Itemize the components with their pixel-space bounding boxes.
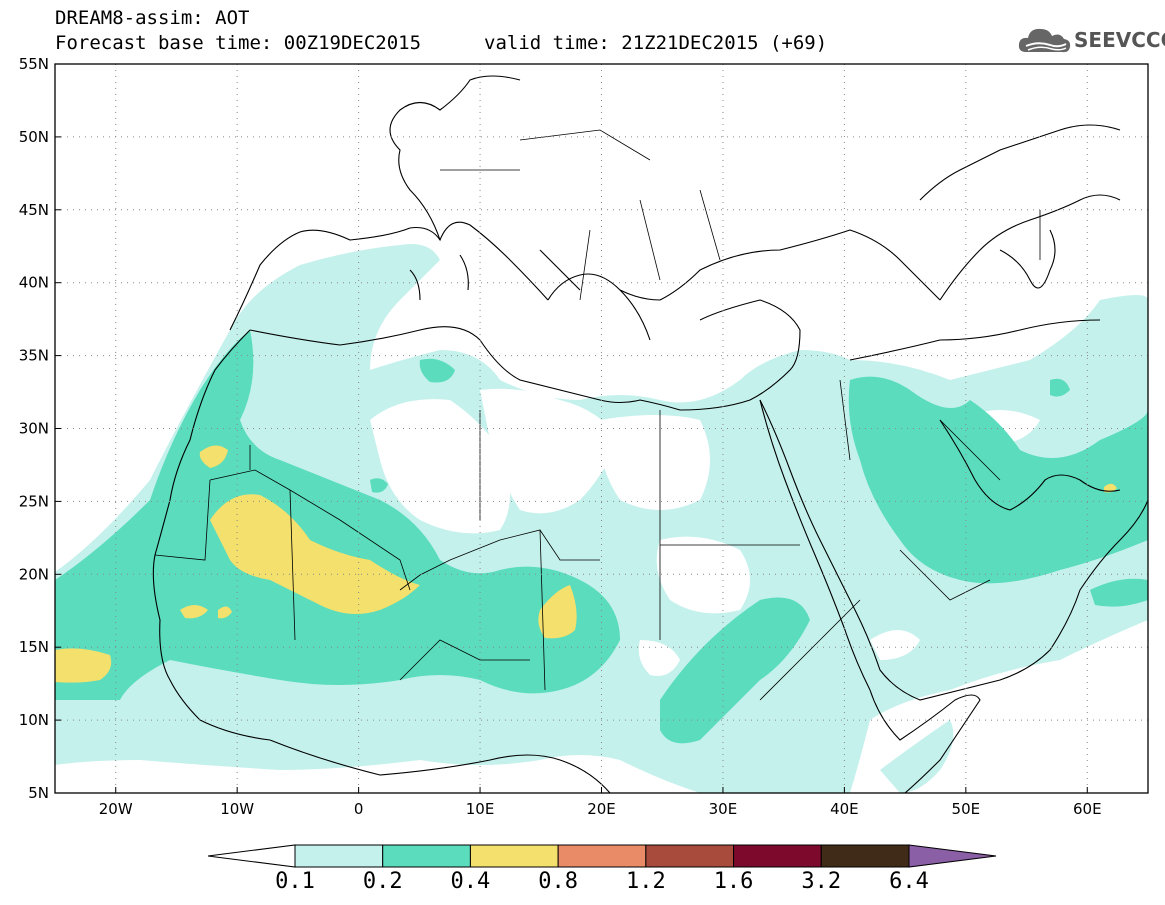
lat-label: 45N (19, 201, 49, 219)
colorbar-label: 0.8 (538, 869, 579, 894)
lat-label: 55N (19, 55, 49, 73)
colorbar-over-triangle (908, 844, 997, 868)
colorbar (207, 844, 997, 868)
colorbar-label: 3.2 (801, 869, 842, 894)
colorbar-segment (294, 844, 384, 868)
colorbar-segment (557, 844, 647, 868)
lat-label: 40N (19, 274, 49, 292)
lat-label: 20N (19, 565, 49, 583)
country-borders (154, 129, 1041, 701)
colorbar-under-triangle (207, 844, 296, 868)
forecast-base-time: Forecast base time: 00Z19DEC2015 (55, 32, 422, 54)
cloud-icon (1018, 28, 1071, 53)
colorbar-segment (469, 844, 559, 868)
aot-clear-areas (370, 388, 1040, 676)
colorbar-segment (733, 844, 822, 868)
lon-label: 10W (220, 800, 254, 818)
lat-label: 35N (19, 347, 49, 365)
lat-label: 10N (19, 711, 49, 729)
colorbar-label: 0.4 (450, 869, 491, 894)
colorbar-label: 0.2 (362, 869, 403, 894)
colorbar-label: 1.6 (713, 869, 754, 894)
lat-label: 25N (19, 492, 49, 510)
colorbar-label: 0.1 (275, 869, 315, 894)
colorbar-segment (645, 844, 735, 868)
lon-label: 20E (587, 800, 616, 818)
lon-label: 50E (952, 800, 981, 818)
lon-label: 20W (99, 800, 133, 818)
lon-label: 30E (709, 800, 738, 818)
coastlines (152, 75, 1148, 793)
lon-label: 0 (354, 800, 364, 818)
aot-field-high (55, 445, 1117, 683)
map-grid (55, 64, 1148, 793)
lat-label: 5N (28, 784, 49, 802)
lon-label: 40E (830, 800, 859, 818)
lon-label: 10E (466, 800, 495, 818)
lat-label: 30N (19, 420, 49, 438)
logo-text: SEEVCCC (1074, 28, 1165, 52)
lat-label: 50N (19, 128, 49, 146)
colorbar-segment (820, 844, 910, 868)
seevccc-logo: SEEVCCC (1018, 24, 1165, 56)
colorbar-label: 6.4 (889, 869, 929, 894)
lat-label: 15N (19, 638, 49, 656)
valid-time: valid time: 21Z21DEC2015 (+69) (484, 32, 828, 54)
colorbar-segment (382, 844, 471, 868)
colorbar-label: 1.2 (625, 869, 666, 894)
lon-label: 60E (1073, 800, 1102, 818)
map-title: DREAM8-assim: AOT (55, 7, 250, 29)
